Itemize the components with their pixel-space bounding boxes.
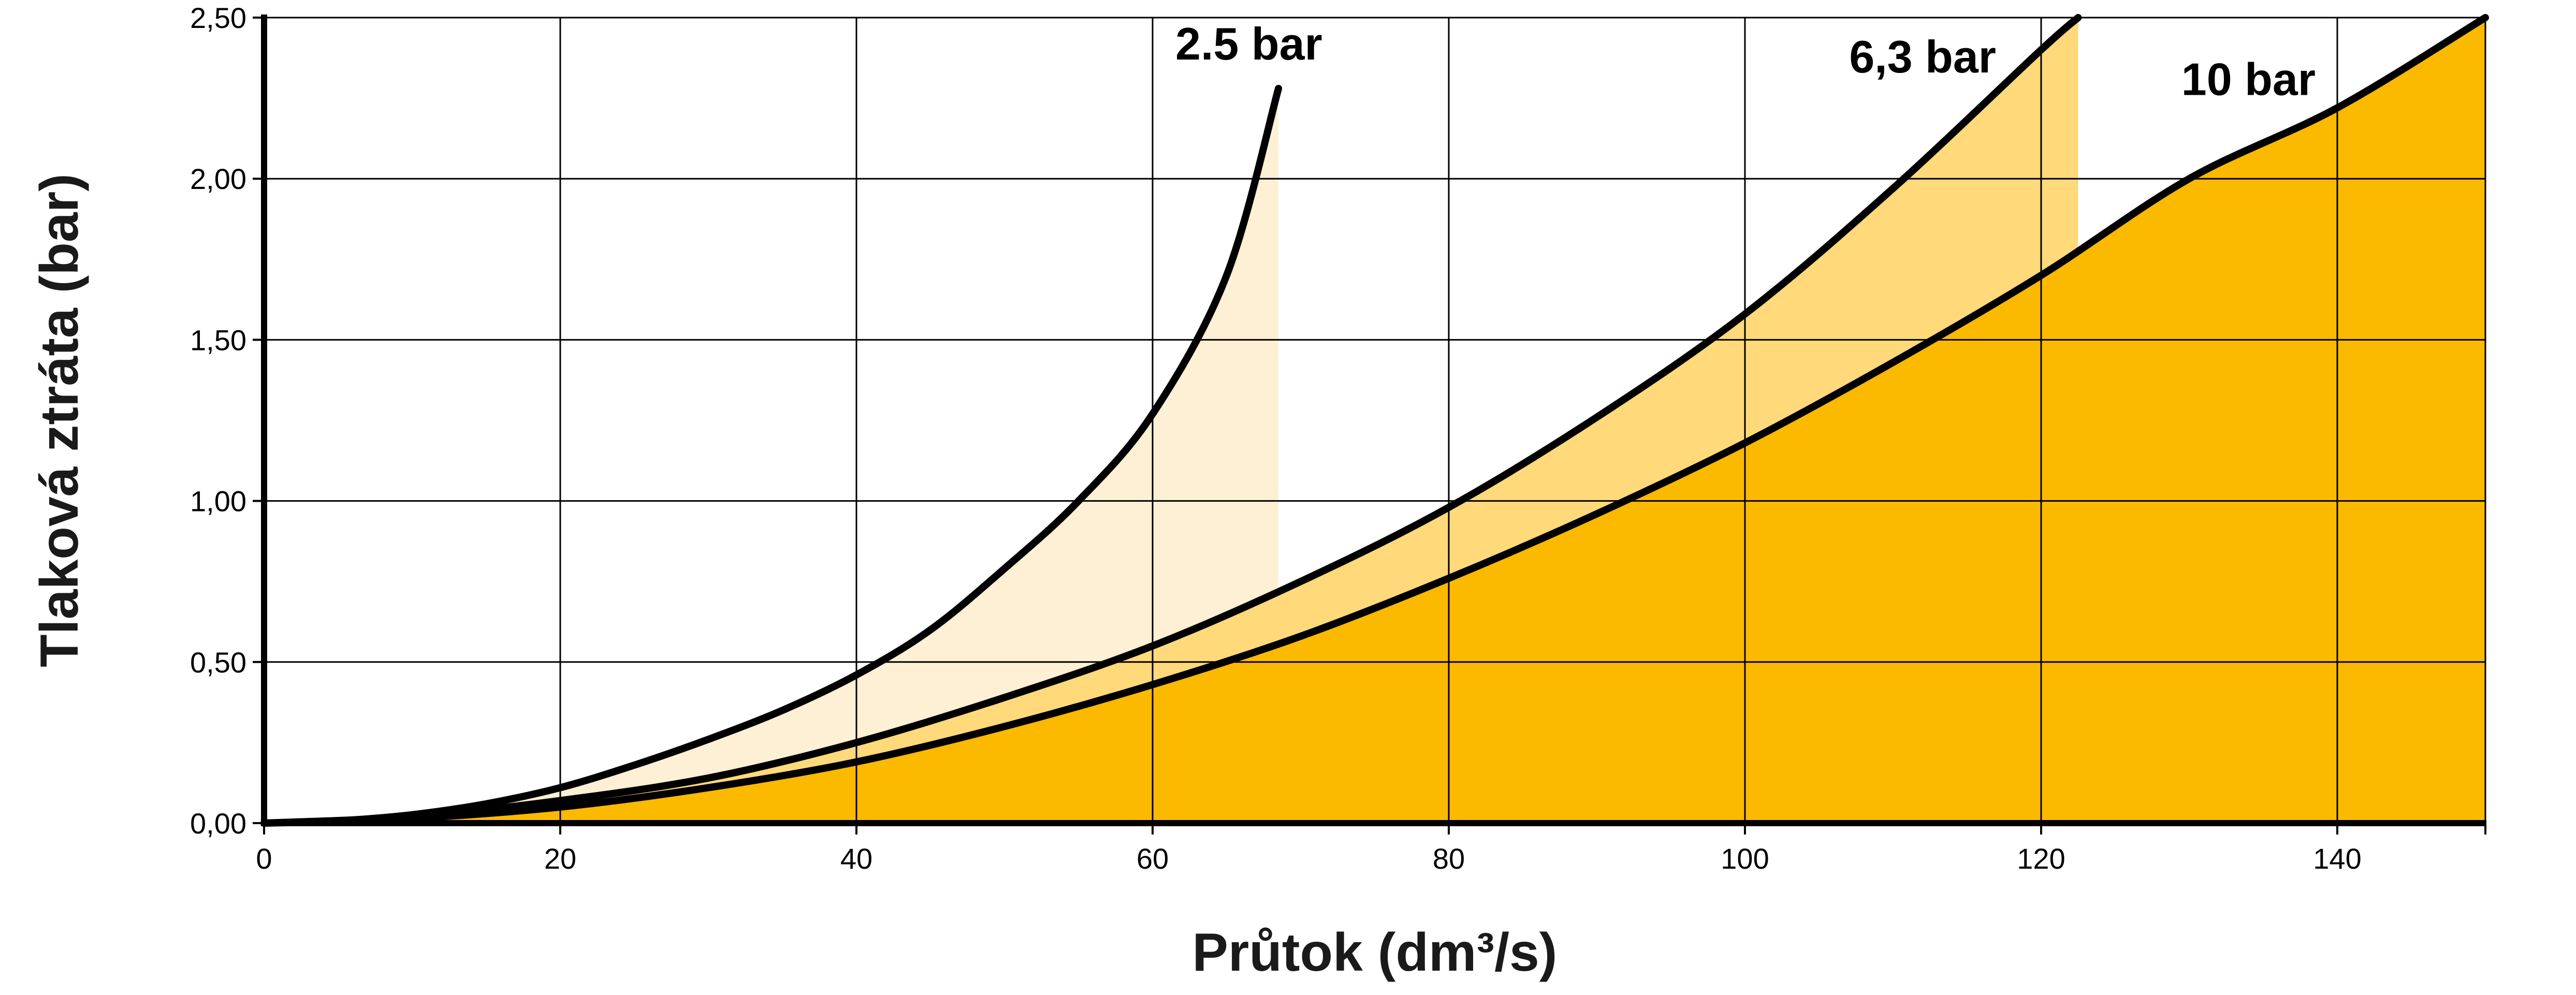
x-tick-label: 80 (1433, 842, 1465, 875)
series-label-1: 2.5 bar (1175, 18, 1322, 69)
x-tick-label: 100 (1721, 842, 1769, 875)
series-line-2 (260, 14, 2082, 827)
x-tick-label: 60 (1137, 842, 1169, 875)
series-labels: 2.5 bar 6,3 bar 10 bar (1175, 18, 2316, 105)
series-band-1 (264, 88, 1279, 823)
y-tick-label: 0,50 (190, 646, 246, 679)
axes (261, 14, 2486, 826)
x-tick-label: 140 (2313, 842, 2361, 875)
series-line-1 (260, 84, 1283, 827)
series-curves (260, 14, 2489, 827)
x-tick-label: 40 (840, 842, 872, 875)
x-tick-label: 20 (544, 842, 576, 875)
x-tick-label: 120 (2017, 842, 2065, 875)
y-tick-label: 1,00 (190, 485, 246, 518)
x-tick-label: 0 (256, 842, 272, 875)
x-axis-title: Průtok (dm³/s) (1192, 923, 1558, 983)
tick-labels: 0 20 40 60 80 100 120 140 0,00 0,50 1,00 1,50 2,00 2,… (190, 2, 2486, 875)
series-line-3 (260, 14, 2489, 827)
series-bands (264, 18, 2485, 823)
y-tick-label: 0,00 (190, 807, 246, 840)
series-label-2: 6,3 bar (1849, 31, 1996, 82)
y-axis-title: Tlaková ztráta (bar) (30, 173, 90, 667)
y-tick-label: 2,00 (190, 163, 246, 195)
y-tick-label: 1,50 (190, 324, 246, 356)
series-label-3: 10 bar (2181, 53, 2316, 105)
grid (264, 17, 2486, 823)
series-band-3 (264, 18, 2485, 823)
y-tick-label: 2,50 (190, 2, 246, 34)
